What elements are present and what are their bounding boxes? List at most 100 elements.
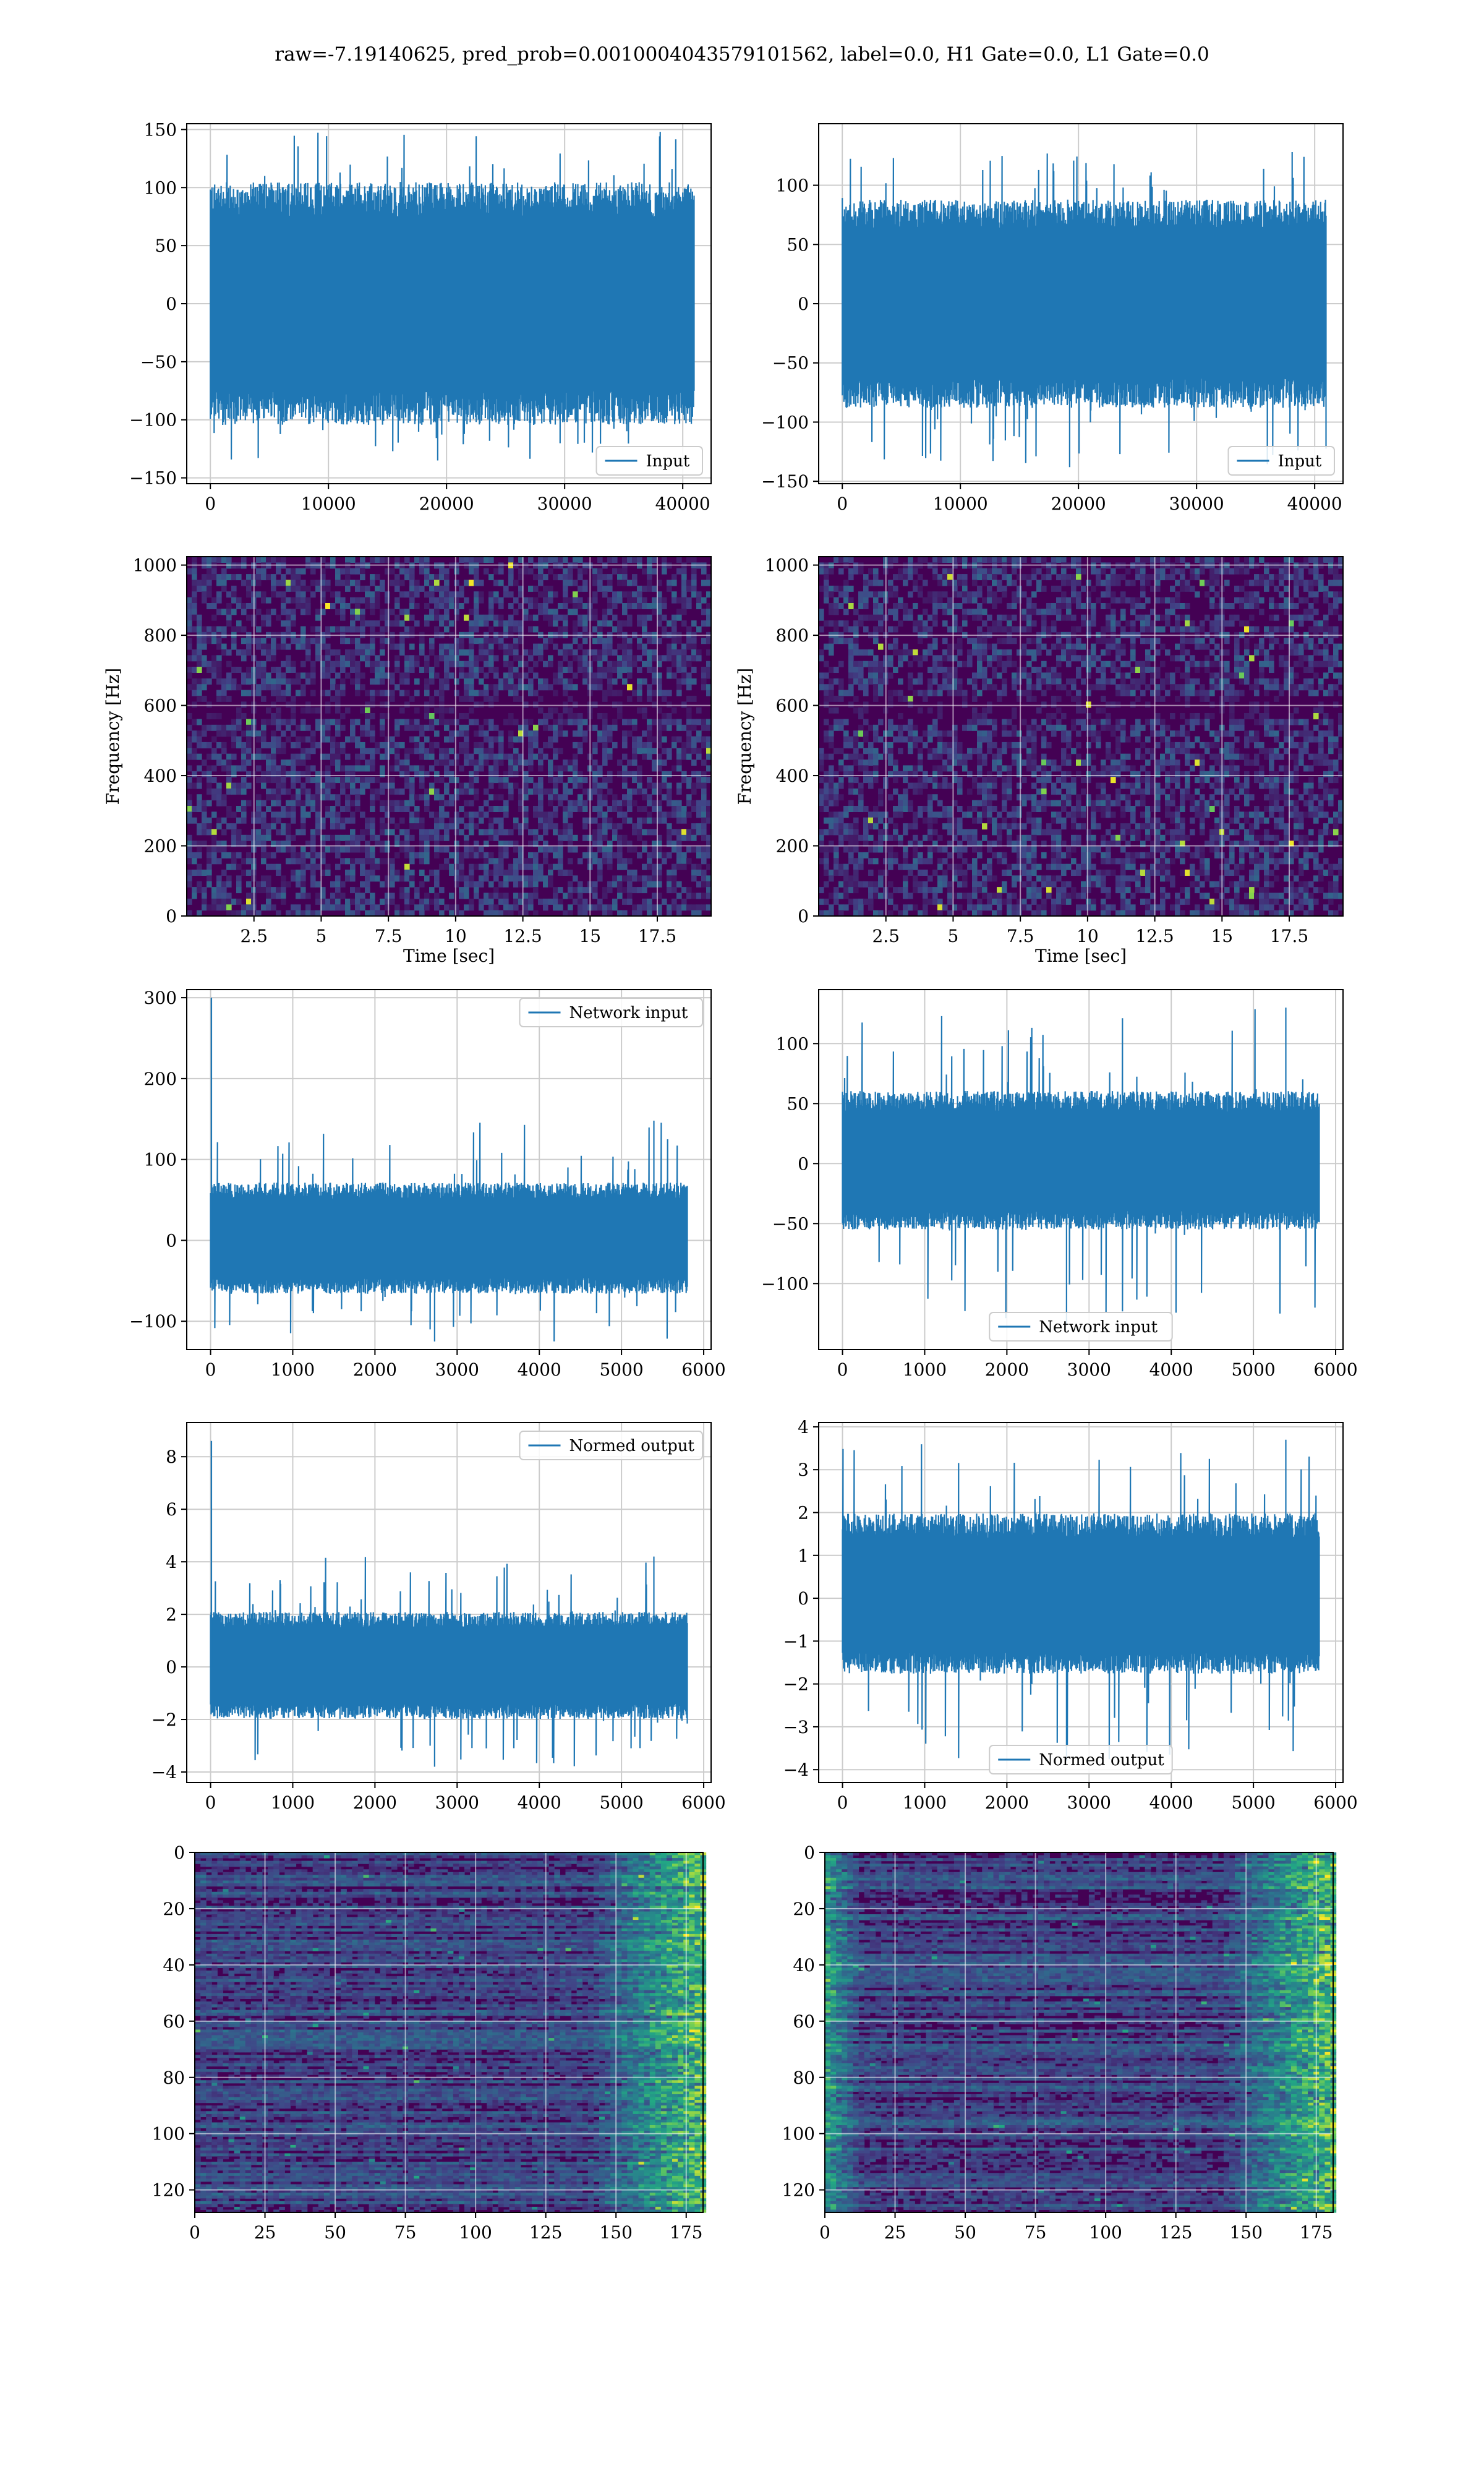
x-tick-label: 5000 [599,1792,643,1813]
x-tick-label: 0 [205,1359,216,1380]
x-tick-label: 2.5 [872,926,900,946]
x-tick-label: 15 [579,926,601,946]
y-tick-label: 100 [776,176,809,196]
chart-l1-network-input: 0 1000 2000 3000 4000 5000 6000−100−50050100Ne… [761,990,1358,1380]
chart-h1-network-input: 0 1000 2000 3000 4000 5000 6000−1000100200300N… [129,988,726,1380]
y-tick-label: −2 [783,1674,809,1695]
x-tick-label: 100 [1089,2222,1122,2243]
y-tick-label: 80 [793,2068,815,2088]
y-tick-label: 100 [144,178,177,198]
x-tick-label: 4000 [518,1359,561,1380]
y-tick-label: 4 [166,1552,177,1572]
y-tick-label: −50 [772,1213,809,1234]
y-tick-label: 600 [144,696,177,716]
x-tick-label: 5000 [1231,1359,1275,1380]
y-tick-label: 100 [152,2124,185,2144]
x-tick-label: 4000 [518,1792,561,1813]
x-tick-label: 10000 [933,494,988,514]
y-tick-label: 0 [798,1588,809,1609]
y-tick-label: 0 [798,294,809,314]
x-tick-label: 5000 [1231,1792,1275,1813]
legend: Input [1229,447,1335,475]
y-tick-label: 400 [144,766,177,786]
y-tick-label: −4 [783,1760,809,1780]
x-tick-label: 1000 [903,1359,947,1380]
x-tick-label: 40000 [655,494,710,514]
x-tick-label: 2.5 [240,926,268,946]
y-tick-label: 6 [166,1499,177,1520]
y-tick-label: 200 [776,836,809,857]
y-tick-label: −100 [761,412,809,432]
legend: Normed output [520,1431,703,1460]
y-tick-label: 300 [144,988,177,1008]
legend: Input [597,447,703,475]
legend-label: Network input [1039,1318,1158,1337]
x-tick-label: 0 [837,494,848,514]
legend-label: Normed output [569,1437,695,1455]
y-tick-label: 800 [144,625,177,646]
y-tick-label: −3 [783,1717,809,1737]
y-tick-label: 100 [776,1034,809,1054]
x-tick-label: 2000 [353,1359,397,1380]
y-tick-label: 0 [166,294,177,314]
x-tick-label: 1000 [903,1792,947,1813]
x-tick-label: 20000 [419,494,474,514]
x-tick-label: 0 [837,1359,848,1380]
y-tick-label: −50 [140,352,177,372]
x-tick-label: 4000 [1149,1359,1193,1380]
y-tick-label: 3 [798,1460,809,1480]
y-tick-label: −100 [761,1273,809,1294]
chart-l1-spectrogram: 2.5 5 7.5 10 12.5 15 17.502004006008001000Time… [735,555,1344,966]
x-tick-label: 5000 [599,1359,643,1380]
x-tick-label: 175 [1300,2222,1333,2243]
y-tick-label: 120 [782,2180,815,2201]
x-tick-label: 3000 [435,1359,479,1380]
y-axis-label: Frequency [Hz] [103,668,123,805]
y-tick-label: 1 [798,1546,809,1566]
y-axis-label: Frequency [Hz] [735,668,755,805]
y-tick-label: 50 [787,1094,809,1114]
legend-label: Input [646,452,690,471]
y-tick-label: 2 [166,1604,177,1625]
x-tick-label: 30000 [1169,494,1224,514]
x-tick-label: 3000 [1067,1359,1111,1380]
y-tick-label: 0 [798,906,809,927]
x-tick-label: 12.5 [503,926,542,946]
x-tick-label: 20000 [1051,494,1106,514]
y-tick-label: 200 [144,836,177,857]
x-tick-label: 3000 [1067,1792,1111,1813]
x-tick-label: 150 [1229,2222,1262,2243]
y-tick-label: 20 [163,1899,185,1919]
y-tick-label: 1000 [133,555,177,576]
x-tick-label: 1000 [271,1359,315,1380]
chart-l1-normed-output: 0 1000 2000 3000 4000 5000 6000−4−3−2−101234No… [783,1417,1358,1813]
x-tick-label: 50 [324,2222,346,2243]
legend: Normed output [989,1745,1172,1774]
x-tick-label: 0 [837,1792,848,1813]
x-tick-label: 75 [394,2222,417,2243]
x-tick-label: 6000 [1313,1359,1357,1380]
chart-h1-normed-output: 0 1000 2000 3000 4000 5000 6000−4−202468Normed… [151,1423,726,1813]
x-tick-label: 100 [459,2222,492,2243]
x-tick-label: 2000 [353,1792,397,1813]
x-tick-label: 7.5 [1007,926,1034,946]
x-tick-label: 0 [205,494,216,514]
y-tick-label: 0 [166,1657,177,1677]
x-tick-label: 2000 [985,1359,1029,1380]
x-tick-label: 75 [1025,2222,1047,2243]
x-tick-label: 0 [205,1792,216,1813]
x-tick-label: 10 [1077,926,1099,946]
legend: Network input [520,998,703,1027]
plot-background [187,990,711,1350]
x-tick-label: 0 [189,2222,200,2243]
x-tick-label: 25 [884,2222,906,2243]
y-tick-label: 20 [793,1899,815,1919]
y-tick-label: −50 [772,353,809,374]
y-tick-label: 0 [174,1843,185,1863]
x-tick-label: 10 [445,926,467,946]
x-tick-label: 40000 [1287,494,1342,514]
x-tick-label: 5 [948,926,959,946]
heatmap-cells [825,1852,1336,2213]
